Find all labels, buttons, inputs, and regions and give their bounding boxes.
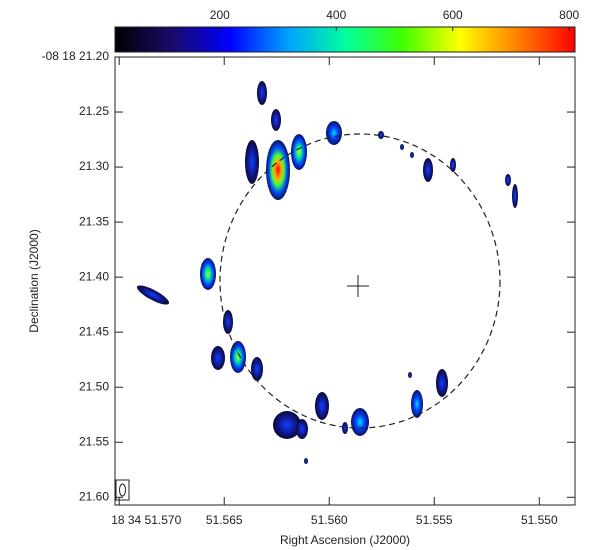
y-tick-label: -08 18 21.20 [42, 49, 110, 63]
emission-blob [342, 422, 348, 434]
emission-blob [450, 158, 456, 172]
emission-blob [408, 372, 412, 378]
emission-blob [245, 140, 259, 184]
y-tick-label: 21.60 [79, 489, 109, 503]
x-axis-label: Right Ascension (J2000) [280, 533, 410, 547]
emission-blob [135, 282, 171, 308]
colorbar [115, 27, 575, 52]
emission-blob [230, 341, 246, 373]
emission-blob [200, 258, 216, 290]
emission-blob [304, 458, 308, 464]
emission-blob [436, 369, 448, 397]
x-tick-label: 51.550 [521, 513, 558, 527]
emission-blob [296, 419, 308, 439]
beam [120, 484, 126, 496]
field-circle [220, 134, 500, 428]
emission-blob [211, 346, 225, 370]
emission-blob [266, 140, 290, 200]
emission-blob [512, 184, 518, 208]
emission-blob [271, 109, 281, 131]
emission-blob [351, 408, 369, 436]
emission-blob [257, 81, 267, 105]
colorbar-tick-label: 800 [559, 8, 579, 22]
emission-blob [410, 152, 414, 158]
colorbar-tick-label: 200 [210, 8, 230, 22]
colorbar-tick-label: 600 [443, 8, 463, 22]
y-tick-label: 21.50 [79, 379, 109, 393]
y-tick-label: 21.35 [79, 214, 109, 228]
y-axis-label: Declination (J2000) [27, 229, 41, 332]
y-tick-label: 21.45 [79, 324, 109, 338]
y-tick-label: 21.40 [79, 269, 109, 283]
emission-blob [400, 144, 404, 150]
emission-blob [291, 134, 307, 170]
emission-blob [251, 357, 263, 381]
emission-blob [505, 174, 511, 186]
y-tick-label: 21.55 [79, 434, 109, 448]
x-tick-label: 51.565 [206, 513, 243, 527]
colorbar-tick-label: 400 [326, 8, 346, 22]
emission-blob [423, 158, 433, 182]
emission-blob [315, 392, 329, 420]
plot-frame [115, 57, 575, 505]
y-tick-label: 21.25 [79, 104, 109, 118]
x-tick-label: 51.555 [416, 513, 453, 527]
x-tick-label: 51.560 [311, 513, 348, 527]
chart: Right Ascension (J2000) Declination (J20… [0, 0, 590, 550]
emission-blob [326, 121, 342, 145]
x-tick-label: 18 34 51.570 [111, 513, 181, 527]
y-tick-label: 21.30 [79, 159, 109, 173]
